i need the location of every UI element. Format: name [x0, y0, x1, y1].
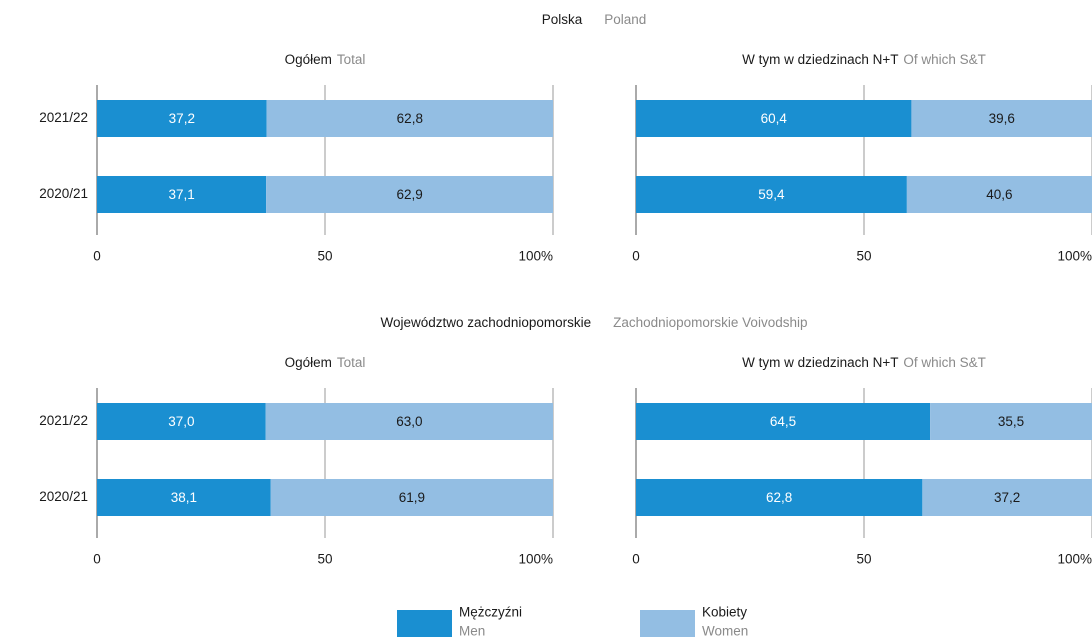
bar-label: 37,0	[168, 414, 194, 429]
panel-title-pl: Ogółem	[285, 52, 332, 67]
bar-segment	[636, 403, 931, 440]
x-tick-label: 0	[93, 552, 101, 567]
bar-label: 37,2	[994, 490, 1020, 505]
x-tick-label: 0	[632, 552, 640, 567]
panel-title-en: Of which S&T	[903, 355, 986, 370]
bar-segment	[97, 479, 271, 516]
x-tick-label: 0	[632, 249, 640, 264]
section-title-pl: Województwo zachodniopomorskie	[381, 315, 592, 330]
x-tick-label: 100%	[1057, 552, 1092, 567]
bar-segment	[97, 100, 267, 137]
panel-title-en: Total	[337, 52, 366, 67]
panel-title: Ogółem Total	[285, 355, 366, 370]
bar-label: 63,0	[396, 414, 422, 429]
panel-title-en: Of which S&T	[903, 52, 986, 67]
x-tick-label: 100%	[518, 249, 553, 264]
bar-segment	[266, 176, 553, 213]
x-tick-label: 100%	[518, 552, 553, 567]
bar-label: 62,9	[396, 187, 422, 202]
y-tick-label: 2021/22	[39, 110, 88, 125]
bar-label: 37,2	[169, 111, 195, 126]
x-tick-label: 50	[317, 249, 332, 264]
legend-swatch	[397, 610, 452, 637]
x-tick-label: 100%	[1057, 249, 1092, 264]
bar-label: 62,8	[397, 111, 423, 126]
bar-segment	[636, 100, 912, 137]
bar-segment	[906, 176, 1092, 213]
bar-label: 37,1	[168, 187, 194, 202]
bar-segment	[922, 479, 1092, 516]
legend-label-en: Women	[702, 624, 748, 639]
legend-swatch	[640, 610, 695, 637]
bar-segment	[97, 403, 266, 440]
y-tick-label: 2020/21	[39, 186, 88, 201]
bar-label: 38,1	[171, 490, 197, 505]
bar-segment	[265, 403, 553, 440]
panel-title: W tym w dziedzinach N+T Of which S&T	[742, 355, 986, 370]
panel-title-pl: W tym w dziedzinach N+T	[742, 52, 898, 67]
panel-title-en: Total	[337, 355, 366, 370]
bar-label: 60,4	[761, 111, 788, 126]
section-title-en: Zachodniopomorskie Voivodship	[613, 315, 807, 330]
bar-label: 40,6	[986, 187, 1012, 202]
y-tick-label: 2021/22	[39, 413, 88, 428]
bar-label: 62,8	[766, 490, 792, 505]
legend-label: Kobiety	[702, 605, 747, 620]
section-title: Polska Poland	[542, 12, 647, 27]
bar-label: 61,9	[399, 490, 425, 505]
bar-segment	[636, 176, 907, 213]
x-tick-label: 0	[93, 249, 101, 264]
bar-segment	[266, 100, 553, 137]
bar-label: 59,4	[758, 187, 785, 202]
bar-label: 64,5	[770, 414, 796, 429]
panel-title-pl: W tym w dziedzinach N+T	[742, 355, 898, 370]
bar-label: 39,6	[989, 111, 1015, 126]
y-tick-label: 2020/21	[39, 489, 88, 504]
bar-segment	[911, 100, 1092, 137]
bar-segment	[930, 403, 1092, 440]
bar-segment	[97, 176, 267, 213]
section-title-en: Poland	[604, 12, 646, 27]
bar-segment	[270, 479, 553, 516]
x-tick-label: 50	[856, 552, 871, 567]
panel-title-pl: Ogółem	[285, 355, 332, 370]
x-tick-label: 50	[856, 249, 871, 264]
section-title-pl: Polska	[542, 12, 583, 27]
legend-label: Mężczyźni	[459, 605, 522, 620]
legend-label-en: Men	[459, 624, 485, 639]
bar-segment	[636, 479, 923, 516]
bar-label: 35,5	[998, 414, 1024, 429]
panel-title: W tym w dziedzinach N+T Of which S&T	[742, 52, 986, 67]
section-title: Województwo zachodniopomorskie Zachodniop…	[381, 315, 808, 330]
panel-title: Ogółem Total	[285, 52, 366, 67]
x-tick-label: 50	[317, 552, 332, 567]
